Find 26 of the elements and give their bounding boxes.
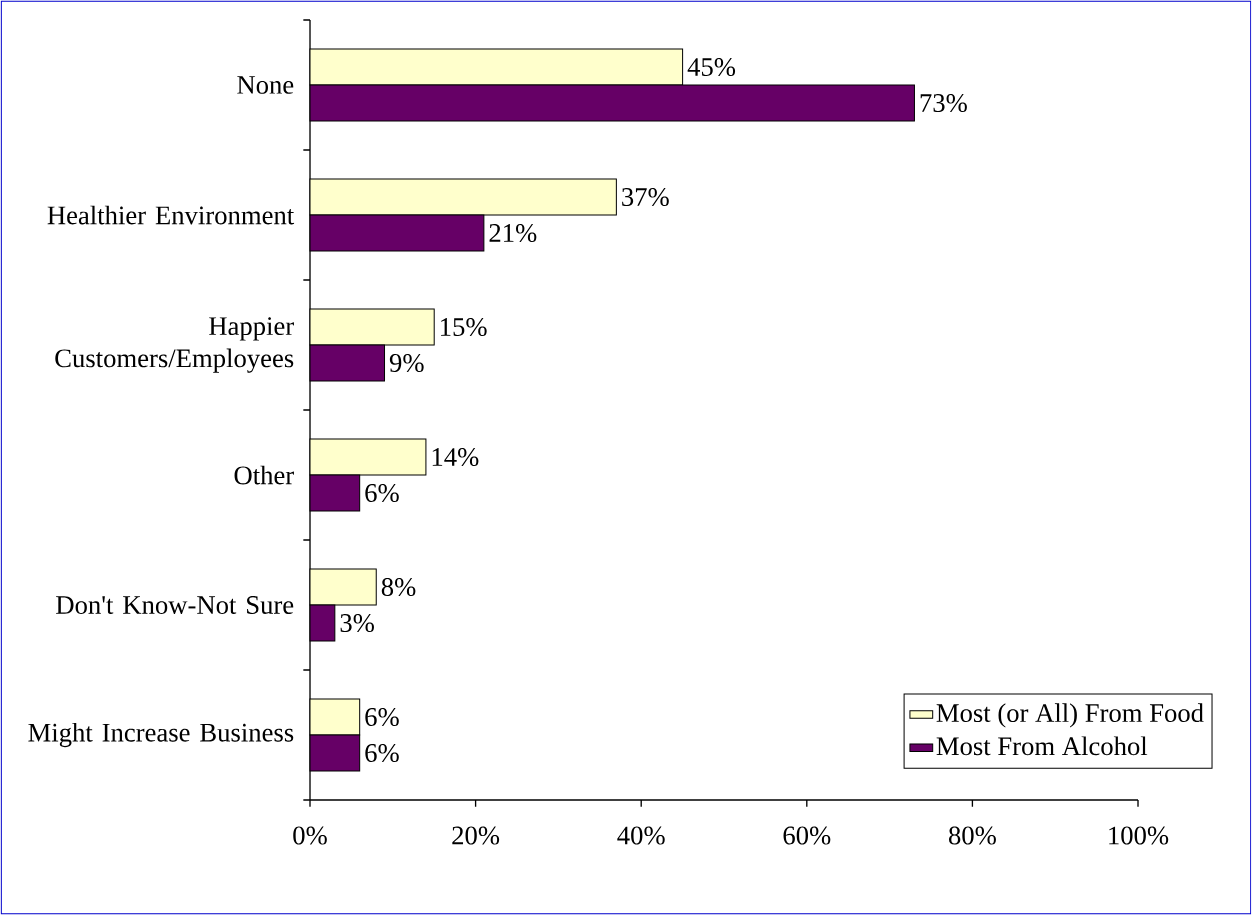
data-label: 15% bbox=[441, 317, 487, 337]
y-tick-label: Don't Know-Not Sure bbox=[56, 596, 294, 614]
data-label: 45% bbox=[687, 57, 736, 77]
data-label: 6% bbox=[365, 743, 399, 763]
y-tick-label: Might Increase Business bbox=[28, 722, 294, 748]
x-tick-label: 0% bbox=[293, 826, 327, 845]
data-label: 6% bbox=[365, 707, 399, 727]
data-label: 73% bbox=[920, 93, 967, 113]
x-tick-label: 80% bbox=[948, 826, 996, 845]
data-label: 3% bbox=[340, 613, 374, 633]
y-tick-label: Other bbox=[234, 465, 294, 485]
y-tick-label: None bbox=[237, 76, 294, 94]
x-tick-label: 20% bbox=[452, 826, 500, 845]
x-tick-label: 40% bbox=[617, 826, 665, 845]
data-label: 8% bbox=[381, 577, 416, 597]
data-label: 9% bbox=[389, 353, 424, 373]
x-tick-label: 100% bbox=[1109, 826, 1169, 845]
y-tick-label: Healthier Environment bbox=[47, 205, 295, 225]
data-label: 37% bbox=[622, 187, 669, 207]
y-tick-label: Happier Customers/Employees bbox=[55, 317, 294, 373]
legend-label: Most (or All) From Food bbox=[936, 703, 1204, 728]
data-label: 21% bbox=[489, 223, 537, 243]
data-label: 14% bbox=[432, 447, 479, 467]
data-label: 6% bbox=[365, 483, 399, 503]
x-tick-label: 60% bbox=[783, 826, 831, 845]
legend-label: Most From Alcohol bbox=[936, 736, 1148, 756]
